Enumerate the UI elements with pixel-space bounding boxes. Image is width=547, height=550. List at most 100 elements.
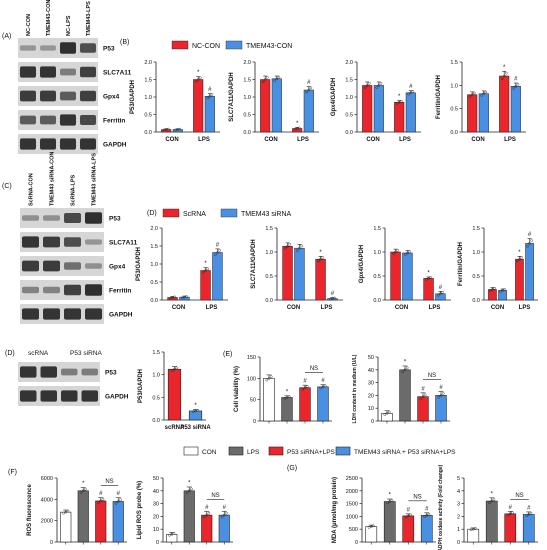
legend-swatch-con	[183, 446, 199, 456]
y-tick-label: 5	[457, 476, 460, 482]
y-tick-label: 0.0	[345, 130, 353, 136]
data-point	[493, 286, 496, 290]
blot-band	[40, 45, 56, 51]
legend-swatch-p53-sirna-lps	[268, 446, 284, 456]
blot-protein-label: P53	[109, 216, 121, 223]
blot-lane-label: ScRNA-CON	[29, 173, 35, 206]
blot-band	[43, 260, 60, 272]
blot-band	[40, 90, 56, 102]
blot-band	[43, 215, 60, 221]
data-point	[396, 248, 399, 252]
y-tick-label: 0	[50, 540, 53, 546]
bar	[390, 251, 401, 301]
significance-mark: *	[296, 121, 299, 127]
y-tick-label: 3	[457, 502, 460, 508]
significance-mark: #	[439, 285, 443, 291]
y-tick-label: 0	[253, 419, 256, 425]
data-point	[187, 489, 191, 493]
y-axis-label: Gpx4/GAPDH	[331, 78, 337, 116]
blot-lane-label: ScRNA-LPS	[71, 174, 77, 206]
data-point	[395, 102, 399, 105]
significance-mark: *	[197, 70, 200, 76]
legend-swatch-tmem43-sirna	[220, 208, 238, 218]
data-point	[284, 246, 287, 250]
data-point	[173, 295, 176, 299]
blot-band	[85, 239, 102, 245]
blot-band	[60, 42, 76, 54]
x-tick-label: CON	[471, 137, 484, 143]
chart-b4: 0.0 0.5 1.0 1.5 Ferritin/GAPDH CON LPS * #	[436, 60, 526, 143]
data-point	[397, 100, 401, 104]
y-tick-label: 1.0	[345, 95, 353, 101]
blot-strip	[20, 304, 104, 324]
data-point	[321, 256, 324, 259]
data-point	[427, 512, 431, 516]
legend-label-tmem43-p53-lps: TMEM43 siRNA + P53 siRNA+LPS	[354, 449, 456, 456]
y-tick-label: 0.5	[152, 395, 160, 401]
data-point	[323, 384, 327, 388]
y-axis-label: Gpx4/GAPDH	[359, 245, 365, 283]
data-point	[214, 253, 217, 256]
blot-strip	[18, 86, 98, 106]
blot-band	[64, 262, 81, 270]
data-point	[275, 77, 279, 81]
data-point	[375, 86, 379, 89]
bar	[200, 270, 211, 301]
data-point	[196, 408, 199, 412]
blot-band	[64, 213, 81, 223]
blot-band	[80, 43, 96, 53]
data-point	[491, 288, 494, 291]
significance-mark: #	[425, 506, 429, 512]
x-tick-label: LPS	[297, 137, 309, 143]
data-point	[220, 515, 224, 519]
ns-label: NS	[428, 373, 436, 379]
data-point	[441, 392, 445, 395]
data-point	[198, 76, 202, 80]
significance-mark: *	[286, 389, 289, 395]
y-tick-label: 20	[368, 393, 374, 399]
y-tick-label: 0.0	[472, 298, 480, 304]
data-point	[437, 396, 441, 399]
y-tick-label: 0.5	[345, 113, 353, 119]
significance-mark: #	[99, 491, 103, 497]
data-point	[489, 289, 492, 292]
data-point	[263, 78, 267, 81]
y-tick-label: 1.5	[472, 226, 480, 232]
data-point	[286, 244, 289, 248]
chart-d1: 0.0 0.5 1.0 1.5 2.0 P53/GAPDH CON LPS * #	[136, 226, 228, 311]
data-point	[309, 86, 313, 90]
y-tick-label: 0.5	[243, 113, 251, 119]
bar	[303, 89, 314, 133]
data-point	[66, 509, 70, 513]
bar	[402, 252, 413, 301]
y-axis-label: Ferritin/GAPDH	[436, 75, 442, 119]
bar	[467, 528, 480, 543]
legend-label-con: CON	[202, 449, 217, 456]
data-point	[470, 93, 474, 96]
blot-band	[64, 284, 81, 296]
blot-protein-label: Ferritin	[103, 118, 125, 125]
bar	[467, 94, 478, 133]
y-axis-label: LDH content in medium (U/L)	[352, 354, 358, 423]
bar	[510, 86, 521, 133]
bar	[201, 514, 213, 543]
data-point	[319, 386, 323, 390]
chart-g2: 0 1 2 3 4 5 NADPH oxidase activity (Fold chang…	[438, 464, 538, 550]
data-point	[101, 498, 105, 501]
data-point	[383, 413, 387, 416]
blot-band	[61, 368, 78, 376]
significance-mark: #	[205, 505, 209, 511]
blot-band	[40, 66, 56, 78]
y-tick-label: 30	[368, 381, 374, 387]
x-tick-label: LPS	[504, 137, 516, 143]
y-tick-label: 0	[371, 419, 374, 425]
blot-band	[40, 366, 57, 378]
data-point	[388, 500, 392, 503]
blot-band	[80, 66, 96, 78]
blot-band	[81, 368, 98, 376]
y-axis-label: ROS fluorescence	[27, 483, 33, 535]
y-tick-label: 0.0	[265, 298, 273, 304]
panel-label-c: (C)	[2, 183, 12, 190]
x-tick-label: CON	[395, 305, 408, 311]
